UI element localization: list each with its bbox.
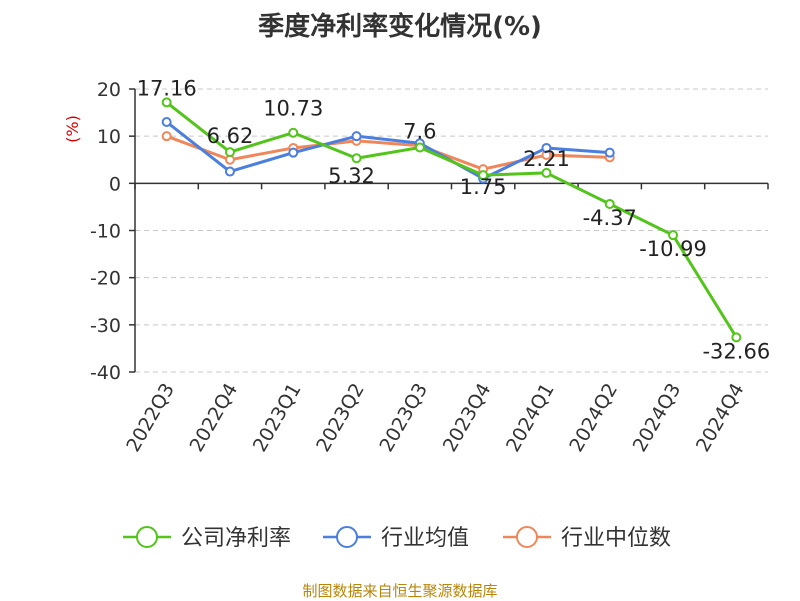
x-tick-label: 2023Q4 <box>439 380 496 456</box>
x-tick-label: 2022Q3 <box>122 380 179 456</box>
series-point <box>668 230 679 241</box>
gridlines <box>135 88 768 373</box>
series-point <box>288 127 299 138</box>
x-tick-label: 2022Q4 <box>186 380 243 456</box>
y-tick-label: -20 <box>90 268 121 290</box>
series-point <box>161 117 172 128</box>
series-point <box>541 167 552 178</box>
legend-label: 行业均值 <box>381 526 469 551</box>
data-label: 2.21 <box>523 147 570 171</box>
chart-title: 季度净利率变化情况(%) <box>258 12 542 42</box>
data-label: 10.73 <box>263 97 323 121</box>
legend-swatch-marker <box>136 526 158 548</box>
series-line <box>165 101 738 339</box>
x-tick-label: 2024Q3 <box>629 380 686 456</box>
series-point <box>541 142 552 153</box>
series-point <box>351 153 362 164</box>
legend: 公司净利率 行业均值 行业中位数 <box>123 526 671 551</box>
y-tick-label: -40 <box>90 362 121 384</box>
x-tick-label: 2024Q4 <box>692 380 749 456</box>
legend-label: 公司净利率 <box>181 526 291 551</box>
data-label: -4.37 <box>583 206 637 230</box>
series-point <box>161 131 172 142</box>
series-point <box>414 142 425 153</box>
series-point <box>161 97 172 108</box>
data-label: 17.16 <box>137 76 197 100</box>
y-axis-label: (%) <box>63 115 82 143</box>
series-point <box>224 147 235 158</box>
data-label: -32.66 <box>702 339 770 363</box>
series-point <box>604 198 615 209</box>
series-point <box>351 131 362 142</box>
x-tick-label: 2023Q2 <box>312 380 369 456</box>
series-point <box>731 332 742 343</box>
y-tick-label: -10 <box>90 221 121 243</box>
data-label: 1.75 <box>460 175 507 199</box>
legend-swatch-marker <box>336 526 358 548</box>
y-tick-label: 10 <box>97 126 121 148</box>
series-lines <box>161 97 742 343</box>
data-labels: 17.16 6.62 10.73 5.32 7.6 1.75 2.21 -4.37-10.99… <box>137 76 771 363</box>
x-tick-label: 2024Q2 <box>565 380 622 456</box>
data-label: 6.62 <box>207 124 254 148</box>
data-label: -10.99 <box>639 237 707 261</box>
data-label: 7.6 <box>403 119 436 143</box>
series-point <box>288 147 299 158</box>
x-tick-label: 2023Q3 <box>375 380 432 456</box>
x-tick-label: 2024Q1 <box>502 380 559 456</box>
series-point <box>478 170 489 181</box>
x-tick-label: 2023Q1 <box>249 380 306 456</box>
series-line <box>165 120 610 181</box>
y-tick-label: 20 <box>97 79 121 101</box>
series-point <box>604 147 615 158</box>
data-label: 5.32 <box>328 164 375 188</box>
legend-label: 行业中位数 <box>561 526 671 551</box>
legend-swatch-marker <box>516 526 538 548</box>
source-note: 制图数据来自恒生聚源数据库 <box>302 582 498 600</box>
y-tick-label: 0 <box>109 173 121 195</box>
series-line <box>166 134 610 171</box>
y-tick-label: -30 <box>90 315 121 337</box>
series-point <box>224 166 235 177</box>
